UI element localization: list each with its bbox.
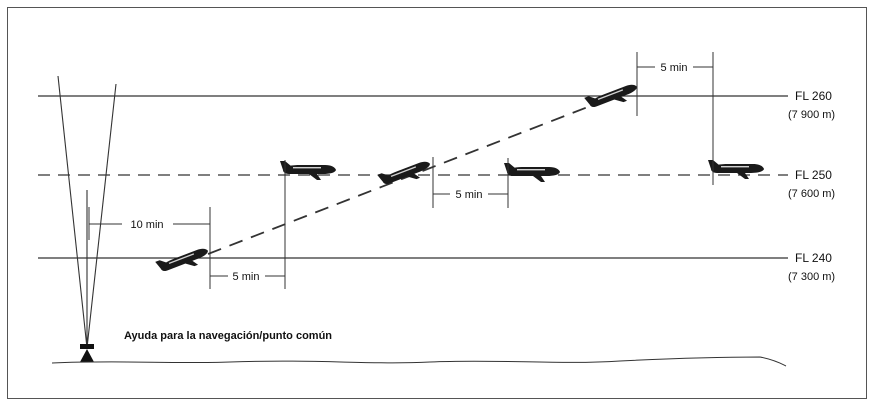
nav-aid-label: Ayuda para la navegación/punto común	[124, 330, 332, 342]
fl260-label: FL 260	[795, 89, 832, 103]
sep-5min-middle-label: 5 min	[456, 189, 483, 201]
sep-5min-top-bracket	[636, 52, 714, 185]
fl240-alt: (7 300 m)	[788, 271, 835, 283]
frame-border	[7, 7, 867, 399]
nav-aid-icon	[80, 344, 94, 362]
ground-line	[51, 356, 787, 367]
aircraft-climbing-fl250	[377, 155, 434, 192]
sep-10min-label: 10 min	[130, 219, 163, 231]
aircraft-level-fl250-right	[708, 160, 764, 179]
fl240-label: FL 240	[795, 251, 832, 265]
sep-5min-top-label: 5 min	[661, 62, 688, 74]
aircraft-level-fl250-left	[280, 161, 336, 180]
sep-5min-middle-bracket	[432, 157, 509, 208]
fl250-alt: (7 600 m)	[788, 188, 835, 200]
aircraft-climbing-fl240	[155, 242, 212, 279]
fl250-label: FL 250	[795, 168, 832, 182]
fl260-alt: (7 900 m)	[788, 109, 835, 121]
sep-5min-bottom-bracket	[209, 160, 286, 289]
sep-5min-bottom-label: 5 min	[233, 271, 260, 283]
sep-10min-bracket	[88, 207, 211, 262]
aircraft-level-fl250-mid	[504, 163, 560, 182]
climb-path	[207, 87, 638, 255]
nav-aid-beam	[57, 75, 117, 349]
aircraft-climbing-fl260	[584, 78, 641, 115]
